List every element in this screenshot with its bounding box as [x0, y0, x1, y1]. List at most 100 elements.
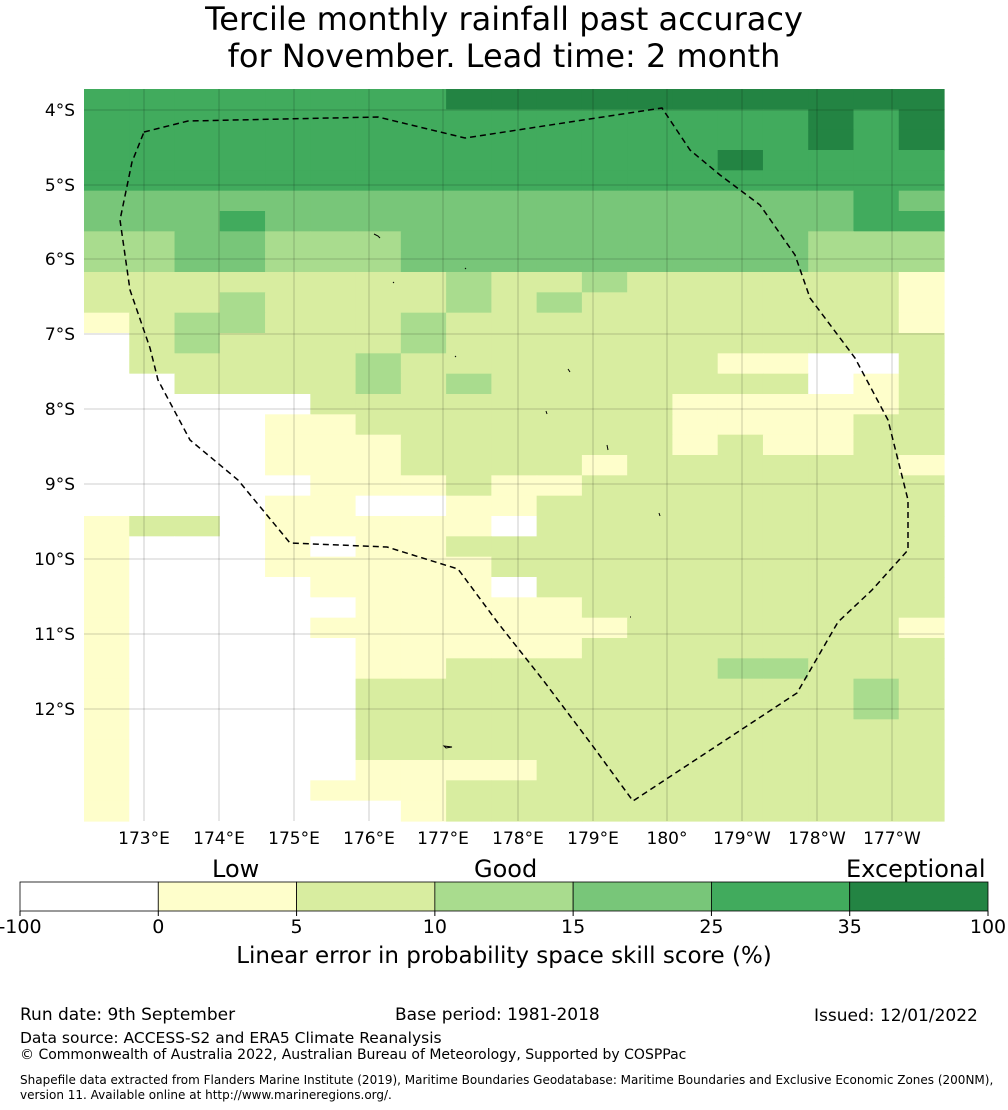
- grid-cell: [627, 394, 674, 415]
- grid-cell: [219, 780, 266, 802]
- grid-cell: [717, 292, 764, 314]
- grid-cell: [129, 312, 176, 334]
- grid-cell: [898, 129, 945, 151]
- grid-cell: [762, 556, 809, 578]
- grid-cell: [581, 170, 628, 192]
- grid-cell: [491, 617, 538, 639]
- grid-cell: [129, 109, 176, 131]
- grid-cell: [581, 251, 628, 273]
- grid-cell: [898, 190, 945, 212]
- grid-cell: [446, 251, 492, 273]
- grid-cell: [536, 597, 583, 619]
- grid-cell: [491, 678, 538, 700]
- latitude-tick-labels: 4°S 5°S 6°S 7°S 8°S 9°S 10°S 11°S 12°S: [34, 101, 75, 720]
- grid-cell: [853, 556, 900, 578]
- grid-cell: [762, 699, 809, 720]
- grid-cell: [762, 211, 809, 232]
- grid-cell: [310, 89, 357, 110]
- grid-cell: [762, 617, 809, 639]
- grid-cell: [265, 312, 311, 334]
- grid-cell: [717, 699, 764, 720]
- grid-cell: [446, 333, 492, 354]
- grid-cell: [536, 211, 583, 232]
- grid-cell: [265, 577, 311, 598]
- grid-cell: [129, 516, 176, 537]
- grid-cell: [355, 760, 402, 781]
- eez-boundary: [119, 107, 909, 803]
- longitude-tick-label: 178°E: [492, 829, 544, 849]
- grid-cell: [446, 597, 492, 619]
- grid-cell: [400, 617, 447, 639]
- grid-cell: [265, 129, 311, 151]
- grid-cell: [400, 678, 447, 700]
- grid-cell: [898, 719, 945, 741]
- grid-cell: [581, 353, 628, 375]
- grid-cell: [265, 89, 311, 110]
- grid-cell: [808, 211, 855, 232]
- grid-cell: [265, 211, 311, 232]
- longitude-tick-labels: 173°E 174°E 175°E 176°E 177°E 178°E 179°E 180° 1…: [118, 829, 921, 849]
- colorbar-segment: [711, 881, 851, 912]
- grid-cell: [219, 658, 266, 680]
- grid-cell: [627, 475, 674, 497]
- grid-cell: [762, 333, 809, 354]
- colorbar-category-low: Low: [212, 855, 260, 883]
- grid-cell: [808, 577, 855, 598]
- longitude-tick-label: 180°: [647, 829, 688, 849]
- grid-cell: [898, 312, 945, 334]
- grid-cell: [355, 638, 402, 659]
- grid-cell: [627, 658, 674, 680]
- grid-cell: [355, 333, 402, 354]
- latitude-tick-label: 5°S: [45, 176, 75, 196]
- grid-cell: [808, 760, 855, 781]
- grid-cell: [672, 231, 719, 253]
- grid-cell: [310, 638, 357, 659]
- grid-cell: [174, 89, 221, 110]
- grid-cell: [446, 272, 492, 293]
- grid-cell: [717, 373, 764, 395]
- grid-cell: [853, 231, 900, 253]
- grid-cell: [536, 272, 583, 293]
- grid-cell: [265, 780, 311, 802]
- grid-cell: [808, 475, 855, 497]
- grid-cell: [672, 699, 719, 720]
- grid-cell: [536, 312, 583, 334]
- grid-cell: [627, 638, 674, 659]
- grid-cell: [762, 516, 809, 537]
- grid-cell: [400, 89, 447, 110]
- grid-cell: [581, 333, 628, 354]
- grid-cell: [853, 394, 900, 415]
- grid-cell: [627, 536, 674, 558]
- grid-cell: [84, 516, 130, 537]
- grid-cell: [581, 597, 628, 619]
- grid-cell: [762, 800, 809, 822]
- grid-cell: [762, 251, 809, 273]
- grid-cell: [265, 800, 311, 822]
- grid-cell: [400, 109, 447, 131]
- grid-cell: [219, 719, 266, 741]
- grid-cell: [491, 353, 538, 375]
- longitude-tick-label: 174°E: [193, 829, 245, 849]
- grid-cell: [310, 434, 357, 456]
- grid-cell: [898, 739, 945, 761]
- grid-cell: [898, 577, 945, 598]
- grid-cell: [491, 312, 538, 334]
- grid-cell: [265, 699, 311, 720]
- grid-cell: [672, 150, 719, 171]
- grid-cell: [400, 577, 447, 598]
- grid-cell: [717, 739, 764, 761]
- grid-cell: [355, 170, 402, 192]
- grid-cell: [129, 414, 176, 436]
- grid-cell: [310, 556, 357, 578]
- grid-cell: [808, 719, 855, 741]
- grid-cell: [446, 516, 492, 537]
- grid-cell: [581, 394, 628, 415]
- grid-cell: [174, 373, 221, 395]
- grid-cell: [627, 617, 674, 639]
- grid-cell: [84, 89, 130, 110]
- grid-cell: [174, 231, 221, 253]
- grid-cell: [581, 414, 628, 436]
- grid-cell: [174, 312, 221, 334]
- grid-cell: [310, 251, 357, 273]
- grid-cell: [808, 739, 855, 761]
